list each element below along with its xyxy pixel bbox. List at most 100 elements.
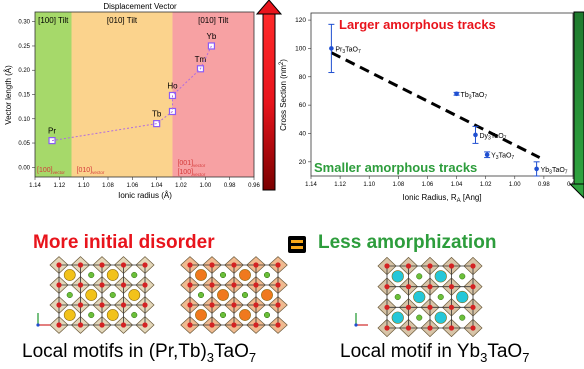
oxygen-atom [99,262,105,268]
y-axis-label: Cross Section (nm2) [279,59,288,131]
y-axis-label: Vector length (Å) [4,65,13,125]
data-point [473,132,478,138]
oxygen-atom [187,262,193,268]
tantalum-atom [394,293,401,301]
oxygen-atom [231,282,237,288]
zone-band [35,12,72,177]
displacement-chart: Displacement Vector [100] Tilt [010] Tilt… [4,2,260,200]
vector-label: [100]vector [177,169,205,177]
y-tick-label: 0.00 [18,165,30,171]
y-tick-label: 0.30 [18,20,30,26]
cation-atom [434,270,447,283]
annotation-larger-tracks: Larger amorphous tracks [339,17,496,32]
equals-icon [288,236,306,253]
oxygen-atom [142,262,148,268]
oxygen-atom [187,322,193,328]
crystal-motif-tb [180,256,288,334]
cation-atom [106,309,119,321]
crystal-motif-pr [49,256,155,334]
headline-more-disorder: More initial disorder [33,232,215,253]
series-line [51,45,212,142]
x-tick-label: 1.06 [422,182,434,188]
cation-atom [63,269,76,281]
axis-ticks: 1.14 1.12 1.10 1.08 1.06 1.04 1.02 1.00 0.98 0.96… [18,20,260,189]
oxygen-atom [142,322,148,328]
oxygen-atom [275,282,281,288]
vector-label: [100]vector [37,167,65,175]
oxygen-atom [56,262,62,268]
x-tick-label: 1.02 [175,183,187,189]
oxygen-atom [142,302,148,308]
data-point [153,120,161,128]
x-tick-label: 1.04 [151,183,163,189]
oxygen-atom [209,302,215,308]
cation-atom [391,311,404,324]
cation-atom [434,311,447,324]
tantalum-atom [88,271,95,279]
cation-atom [128,289,141,301]
point-label: Tb [152,110,162,119]
data-point [534,166,539,172]
x-tick-label: 1.12 [53,183,65,189]
x-tick-label: 1.14 [305,182,317,188]
tantalum-atom [66,291,73,299]
oxygen-atom [187,302,193,308]
y-tick-label: 0.25 [18,44,30,50]
point-label: Y3TaO7 [491,153,514,162]
data-point [329,46,334,51]
tantalum-atom [131,311,138,319]
oxygen-atom [448,263,455,269]
oxygen-atom [99,302,105,308]
tantalum-atom [197,291,205,299]
oxygen-atom [275,302,281,308]
oxygen-atom [56,282,62,288]
tantalum-atom [459,273,466,280]
x-tick-label: 1.08 [102,183,114,189]
oxygen-atom [427,304,433,310]
axes-gizmo-right [354,313,368,327]
zone-label: [100] Tilt [38,16,69,25]
tantalum-atom [109,291,116,299]
oxygen-atom [405,263,412,269]
cation-atom [63,309,76,321]
oxygen-atom [99,282,105,288]
vector-label: [010]vector [77,167,105,175]
oxygen-atom [120,282,127,288]
cation-atom [195,269,207,281]
cation-atom [413,290,426,304]
point-label: Pr [48,127,56,136]
y-tick-label: 120 [295,17,306,24]
x-tick-label: 1.10 [78,183,90,189]
point-label: Yb [207,32,217,41]
oxygen-atom [77,322,84,328]
x-tick-label: 1.12 [334,182,346,188]
oxygen-atom [384,284,390,290]
oxygen-atom [187,282,193,288]
oxygen-atom [120,302,127,308]
chart-title: Displacement Vector [103,2,177,11]
tantalum-atom [241,291,249,299]
oxygen-atom [448,284,455,290]
point-label: Tm [195,55,207,64]
point-label: Dy3TaO7 [479,133,506,142]
tantalum-atom [263,311,271,319]
plot-frame [310,12,574,177]
x-axis-label: Ionic Radius, RA [Ang] [402,193,481,204]
y-tick-label: 80 [299,74,307,81]
oxygen-atom [120,262,127,268]
oxygen-atom [405,304,412,310]
oxygen-atom [253,302,259,308]
oxygen-atom [142,282,148,288]
x-axis-label: Ionic radius (Å) [118,191,172,200]
x-tick-label: 0.98 [224,183,236,189]
tantalum-atom [263,271,271,279]
tantalum-atom [459,314,466,321]
tantalum-atom [437,293,444,301]
crystal-motif-yb [377,256,483,338]
x-tick-label: 1.04 [451,182,463,188]
oxygen-atom [231,322,237,328]
oxygen-atom [384,325,390,331]
x-tick-label: 1.10 [363,182,375,188]
oxygen-atom [253,322,259,328]
oxygen-atom [448,325,455,331]
